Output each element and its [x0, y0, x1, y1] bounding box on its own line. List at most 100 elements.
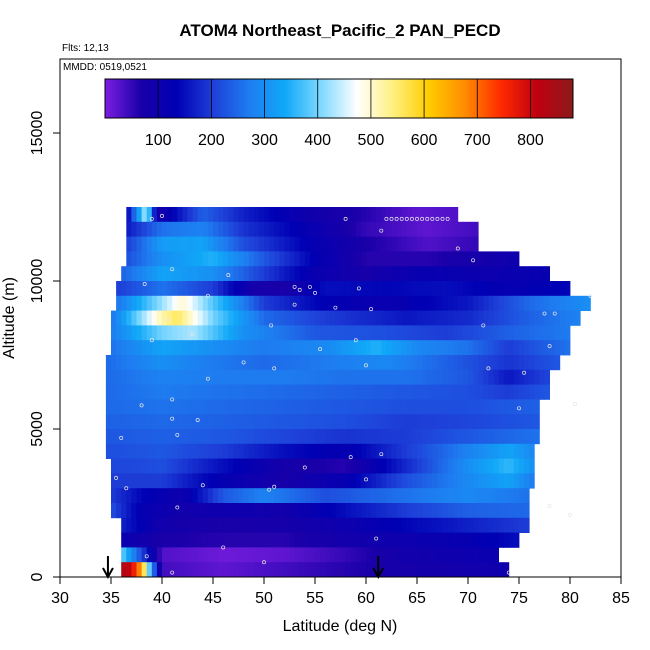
heatmap-cell — [350, 532, 357, 548]
heatmap-cell — [315, 310, 321, 326]
heatmap-cell — [513, 355, 520, 371]
heatmap-cell — [294, 399, 301, 415]
heatmap-cell — [437, 429, 443, 445]
heatmap-cell — [126, 310, 132, 326]
heatmap-cell — [437, 251, 443, 267]
heatmap-cell — [366, 503, 372, 519]
heatmap-cell — [335, 266, 341, 282]
heatmap-cell — [330, 310, 336, 326]
heatmap-cell — [304, 251, 311, 267]
heatmap-cell — [396, 251, 403, 267]
heatmap-cell — [468, 414, 474, 430]
heatmap-cell — [156, 310, 163, 326]
heatmap-cell — [146, 532, 153, 548]
heatmap-cell — [116, 384, 122, 400]
heatmap-cell — [309, 236, 316, 252]
heatmap-cell — [503, 562, 510, 578]
heatmap-cell — [131, 340, 137, 356]
heatmap-cell — [207, 236, 214, 252]
heatmap-cell — [207, 443, 214, 459]
heatmap-cell — [442, 355, 448, 371]
heatmap-cell — [320, 266, 326, 282]
heatmap-cell — [391, 340, 397, 356]
heatmap-cell — [269, 384, 275, 400]
heatmap-cell — [529, 281, 535, 297]
heatmap-cell — [228, 458, 234, 474]
heatmap-cell — [141, 207, 148, 223]
heatmap-cell — [146, 562, 153, 578]
heatmap-cell — [483, 251, 489, 267]
sample-point — [149, 338, 154, 343]
heatmap-cell — [126, 473, 132, 489]
heatmap-cell — [279, 429, 285, 445]
heatmap-cell — [162, 295, 168, 311]
heatmap-cell — [366, 488, 372, 504]
heatmap-cell — [396, 236, 403, 252]
heatmap-cell — [396, 266, 403, 282]
heatmap-cell — [182, 281, 188, 297]
heatmap-cell — [243, 517, 250, 533]
heatmap-cell — [350, 340, 357, 356]
heatmap-cell — [432, 384, 438, 400]
heatmap-cell — [417, 355, 423, 371]
heatmap-cell — [371, 266, 377, 282]
heatmap-cell — [478, 281, 484, 297]
heatmap-cell — [192, 207, 199, 223]
heatmap-cell — [325, 399, 331, 415]
heatmap-cell — [452, 414, 459, 430]
heatmap-cell — [360, 355, 367, 371]
heatmap-cell — [432, 488, 438, 504]
heatmap-cell — [207, 266, 214, 282]
heatmap-cell — [427, 429, 433, 445]
heatmap-cell — [141, 517, 148, 533]
heatmap-cell — [554, 281, 561, 297]
heatmap-cell — [162, 340, 168, 356]
heatmap-cell — [274, 266, 280, 282]
heatmap-cell — [207, 355, 214, 371]
heatmap-cell — [279, 340, 285, 356]
heatmap-cell — [508, 340, 515, 356]
heatmap-cell — [422, 443, 428, 459]
heatmap-cell — [167, 281, 173, 297]
heatmap-cell — [258, 384, 265, 400]
heatmap-cell — [294, 443, 301, 459]
heatmap-cell — [156, 251, 163, 267]
sample-point — [542, 311, 547, 316]
heatmap-cell — [340, 503, 346, 519]
heatmap-cell — [309, 251, 316, 267]
heatmap-row — [111, 503, 530, 519]
heatmap-cell — [493, 473, 499, 489]
heatmap-cell — [320, 310, 326, 326]
heatmap-cell — [498, 458, 505, 474]
heatmap-cell — [335, 325, 341, 341]
heatmap-cell — [156, 399, 163, 415]
heatmap-cell — [508, 429, 515, 445]
heatmap-cell — [192, 295, 199, 311]
heatmap-cell — [508, 266, 515, 282]
heatmap-cell — [462, 266, 469, 282]
heatmap-cell — [457, 517, 464, 533]
heatmap-cell — [309, 207, 316, 223]
heatmap-cell — [177, 251, 183, 267]
heatmap-cell — [233, 399, 239, 415]
heatmap-cell — [136, 399, 142, 415]
heatmap-cell — [207, 310, 214, 326]
sample-point — [445, 216, 450, 221]
heatmap-cell — [544, 369, 550, 385]
heatmap-cell — [207, 517, 214, 533]
heatmap-cell — [228, 384, 234, 400]
heatmap-cell — [218, 517, 224, 533]
heatmap-cell — [126, 266, 132, 282]
heatmap-cell — [437, 236, 443, 252]
heatmap-cell — [539, 325, 545, 341]
heatmap-cell — [539, 310, 545, 326]
heatmap-cell — [141, 325, 148, 341]
heatmap-cell — [156, 547, 163, 563]
heatmap-cell — [243, 281, 250, 297]
heatmap-cell — [167, 503, 173, 519]
sample-point — [307, 284, 312, 289]
heatmap-cell — [442, 399, 448, 415]
heatmap-cell — [223, 443, 229, 459]
heatmap-cell — [269, 517, 275, 533]
heatmap-cell — [284, 266, 290, 282]
